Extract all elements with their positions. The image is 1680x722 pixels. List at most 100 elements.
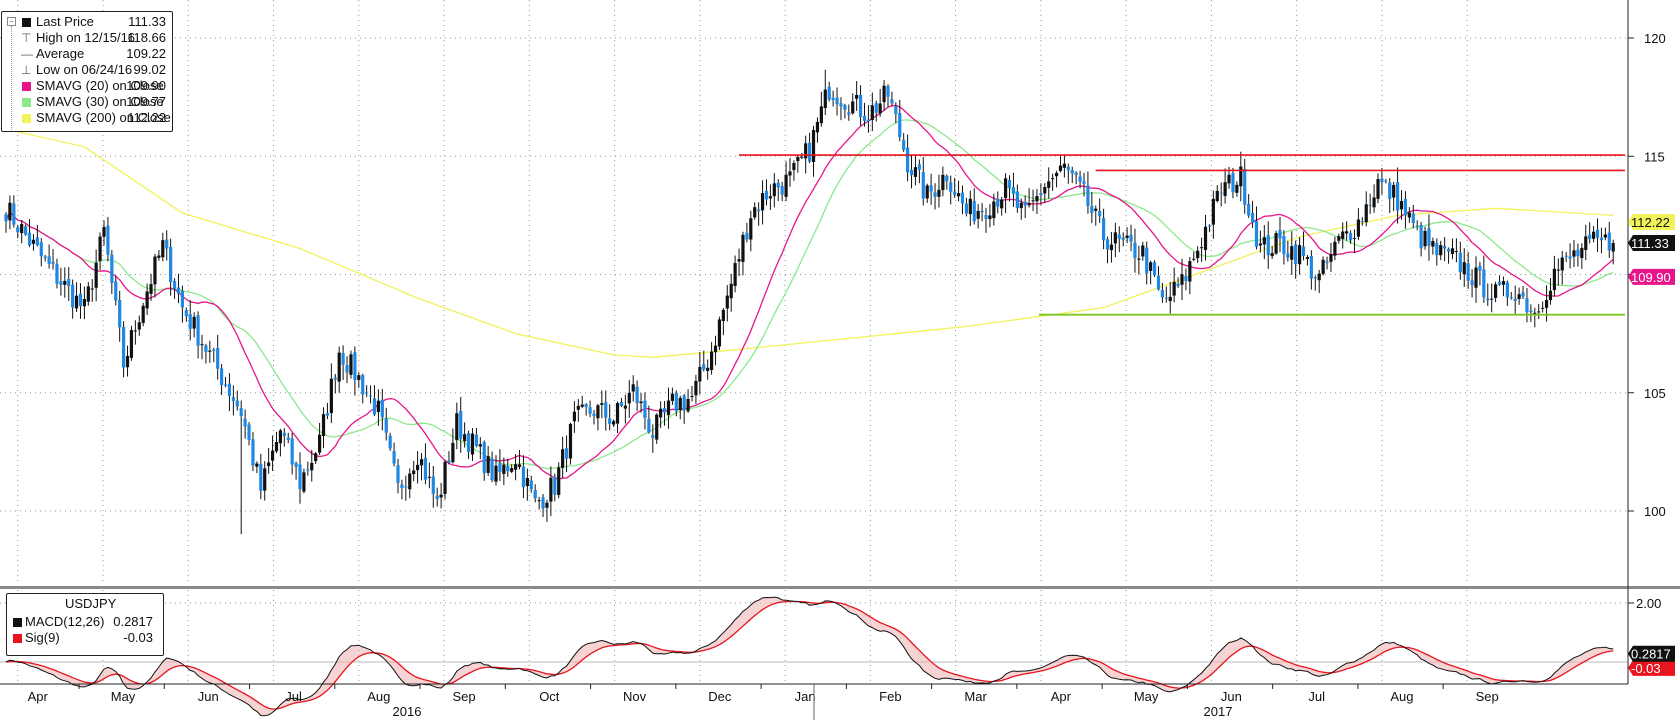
candle-up [1533, 312, 1537, 315]
year-label-2017: 2017 [1204, 704, 1233, 719]
candle-down [220, 368, 224, 385]
x-tick-label: Jul [1308, 689, 1325, 704]
sma20-axis-badge-text: 109.90 [1631, 270, 1671, 285]
candle-down [635, 386, 639, 404]
candle-up [792, 162, 796, 171]
candle-up [321, 414, 326, 437]
candle-up [1215, 190, 1219, 202]
candle-down [372, 398, 377, 415]
candle-down [1529, 310, 1533, 313]
candle-down [1427, 228, 1431, 246]
candle-down [858, 94, 863, 117]
sma30-layer [5, 119, 1614, 470]
candle-down [188, 314, 192, 329]
candle-down [1164, 297, 1168, 299]
candle-up [1000, 199, 1004, 209]
legend-item[interactable]: ⊥ Low on 06/24/16 99.02 [2, 62, 172, 78]
legend-label: High on 12/15/16 [36, 30, 136, 45]
candle-up [753, 207, 757, 218]
candle-down [564, 448, 569, 459]
candle-down [1595, 229, 1600, 238]
candle-down [114, 281, 118, 301]
sma200-axis-badge-shape [1628, 213, 1675, 230]
candle-up [851, 101, 855, 114]
candle-up [733, 263, 737, 286]
candle-down [604, 402, 608, 418]
candle-up [1035, 195, 1039, 202]
candle-up [161, 240, 165, 258]
legend-item[interactable]: — Average 109.22 [2, 46, 172, 62]
candle-down [866, 119, 870, 122]
macd-legend[interactable]: USDJPY MACD(12,26) 0.2817 Sig(9) -0.03 [6, 593, 164, 656]
macd-legend-item[interactable]: MACD(12,26) 0.2817 [7, 614, 163, 630]
candle-up [690, 395, 694, 397]
legend-swatch [22, 98, 31, 107]
candle-up [1548, 290, 1553, 301]
candle-down [498, 462, 502, 472]
candle-down [1078, 176, 1082, 182]
macd-axis-badge-text: 0.2817 [1631, 647, 1671, 662]
candle-up [1298, 245, 1302, 265]
candle-up [1474, 267, 1478, 288]
last-price-axis-badge-shape [1628, 235, 1675, 252]
candle-down [894, 106, 898, 115]
candle-up [655, 414, 659, 440]
candle-up [318, 434, 322, 453]
legend-item[interactable]: SMAVG (30) on Close 109.77 [2, 94, 172, 110]
candle-up [137, 322, 141, 330]
candle-down [1525, 298, 1529, 313]
price-grid [0, 0, 1628, 585]
candle-down [216, 348, 220, 369]
candle-up [1051, 178, 1055, 180]
candle-up [20, 224, 24, 234]
x-tick-label: Aug [367, 689, 390, 704]
candle-up [255, 463, 259, 467]
candle-up [74, 295, 79, 309]
candle-down [176, 287, 181, 294]
legend-item[interactable]: SMAVG (20) on Close 109.90 [2, 78, 172, 94]
candle-up [1047, 181, 1051, 188]
candles-layer [4, 69, 1615, 535]
candle-up [631, 384, 635, 392]
legend-item[interactable]: SMAVG (200) on Close 112.22 [2, 110, 172, 126]
candle-down [533, 490, 537, 499]
candle-up [561, 449, 565, 468]
legend-item[interactable]: ⊤ High on 12/15/16 118.66 [2, 30, 172, 46]
macd-legend-item[interactable]: Sig(9) -0.03 [7, 630, 163, 646]
candle-down [984, 215, 988, 219]
candle-down [459, 411, 463, 439]
candle-down [1486, 298, 1490, 301]
levels-layer [739, 154, 1625, 316]
candle-up [1399, 200, 1404, 210]
candle-up [514, 464, 518, 470]
legend-value: 109.90 [126, 78, 166, 93]
candle-down [608, 418, 612, 424]
candle-up [86, 286, 90, 302]
candle-down [180, 290, 184, 308]
candle-up [1431, 241, 1435, 247]
candle-down [353, 352, 357, 381]
candle-up [1054, 172, 1059, 177]
candle-down [1325, 261, 1329, 263]
legend-avg-icon: — [21, 47, 33, 61]
candle-up [580, 404, 584, 407]
candle-down [286, 437, 290, 440]
legend-item[interactable]: Last Price 111.33 [2, 14, 172, 30]
candle-down [1446, 248, 1451, 252]
candle-up [1317, 273, 1321, 281]
candle-down [953, 191, 957, 195]
candle-down [223, 384, 228, 386]
x-tick-label: Aug [1390, 689, 1413, 704]
price-legend[interactable]: − Last Price 111.33 ⊤ High on 12/15/16 118.6… [1, 11, 173, 132]
candle-down [204, 345, 208, 352]
candle-up [145, 291, 149, 309]
candle-up [329, 378, 333, 414]
candle-up [1321, 259, 1325, 274]
candle-down [1023, 201, 1027, 206]
collapse-icon[interactable]: − [7, 17, 16, 26]
candle-up [796, 156, 800, 162]
sma200-series-line [0, 127, 1614, 358]
candle-down [341, 353, 345, 365]
candle-down [1243, 168, 1247, 205]
sma20-series-line [5, 104, 1614, 480]
